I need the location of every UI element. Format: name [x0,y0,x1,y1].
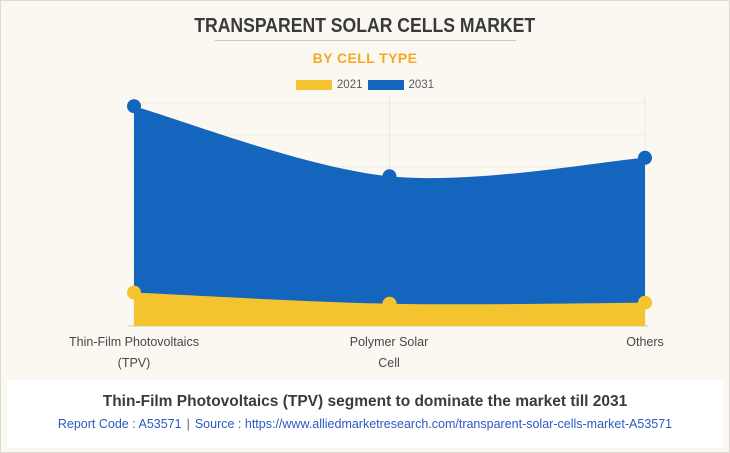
footer: Thin-Film Photovoltaics (TPV) segment to… [7,380,723,448]
title-divider [214,40,516,41]
x-axis-label-others-line1: Others [626,335,664,349]
source-link[interactable]: https://www.alliedmarketresearch.com/tra… [244,417,673,431]
legend-item-2021[interactable]: 2021 [295,79,363,91]
chart-legend: 2021 2031 [1,79,729,91]
page-title-text: TRANSPARENT SOLAR CELLS MARKET [194,15,536,37]
legend-item-2031[interactable]: 2031 [367,79,435,91]
source-label: Source : [194,417,242,431]
report-code: Report Code : A53571 [57,417,182,431]
x-axis-label-tpv: Thin-Film Photovoltaics (TPV) [69,332,199,374]
x-axis-label-polymer: Polymer Solar Cell [350,332,429,374]
x-axis-label-polymer-line2: Cell [378,356,400,370]
x-axis-label-others: Others [626,332,664,353]
legend-swatch-2021 [295,80,332,90]
legend-label-2031: 2031 [408,79,435,91]
x-axis-label-polymer-line1: Polymer Solar [349,335,429,349]
legend-label-2021: 2021 [336,79,363,91]
chart-subtitle: BY CELL TYPE [312,50,418,66]
chart-header: TRANSPARENT SOLAR CELLS MARKET BY CELL T… [1,1,729,91]
x-axis-label-tpv-line2: (TPV) [117,356,151,370]
x-axis-label-tpv-line1: Thin-Film Photovoltaics [69,335,199,349]
page-title: TRANSPARENT SOLAR CELLS MARKET [1,1,729,37]
report-separator: | [186,417,190,431]
legend-swatch-2031 [367,80,404,90]
report-line: Report Code : A53571 | Source : https://ww… [7,417,723,432]
footer-caption: Thin-Film Photovoltaics (TPV) segment to… [102,393,628,410]
